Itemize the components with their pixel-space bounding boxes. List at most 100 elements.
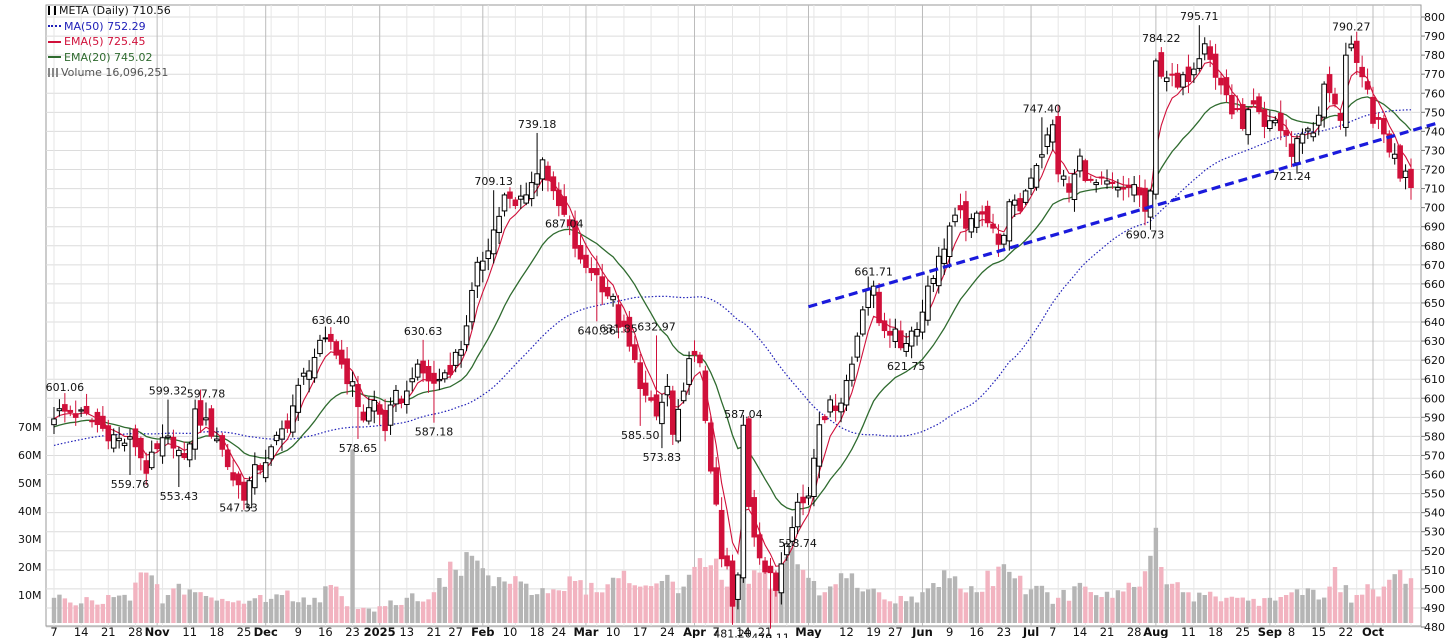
volume-bar: [822, 592, 827, 623]
candle-up: [1011, 199, 1018, 206]
date-tick-label: 10: [503, 625, 518, 638]
candle-down: [208, 408, 215, 437]
volume-bar: [84, 597, 89, 623]
date-tick-label: 27: [448, 625, 463, 638]
volume-bar: [486, 575, 491, 623]
candle-down: [284, 420, 291, 429]
volume-bar: [182, 594, 187, 623]
candle-down: [626, 316, 633, 347]
candle-down: [1136, 187, 1143, 196]
ema20-line: [53, 96, 1412, 511]
candle-down: [729, 560, 736, 607]
volume-bar: [209, 597, 214, 623]
high-annotation: 784.22: [1142, 32, 1181, 45]
low-annotation: 573.83: [643, 451, 682, 464]
candle-up: [1315, 114, 1322, 126]
volume-bar: [1175, 582, 1180, 623]
date-tick-label: 7: [713, 625, 720, 638]
trendline: [808, 122, 1436, 309]
volume-bar: [258, 595, 263, 623]
candle-down: [631, 344, 638, 360]
volume-bar: [757, 572, 762, 623]
candle-down: [556, 189, 562, 207]
price-tick-label: 640: [1424, 316, 1445, 329]
volume-bar: [632, 585, 637, 623]
candle-down: [773, 572, 779, 591]
candle-up: [1104, 180, 1110, 185]
candle-down: [621, 320, 627, 327]
low-annotation: 553.43: [160, 490, 199, 503]
date-tick-label: 25: [1235, 625, 1250, 638]
candle-down: [72, 413, 79, 418]
candle-down: [821, 416, 828, 421]
candle-down: [653, 394, 660, 417]
candle-up: [246, 480, 253, 509]
candle-up: [474, 261, 481, 287]
volume-bar: [448, 561, 453, 623]
volume-bar: [127, 600, 133, 623]
legend-ticker: META (Daily) 710.56: [48, 3, 171, 19]
price-tick-label: 700: [1424, 202, 1445, 215]
volume-bar: [1169, 583, 1175, 623]
volume-bar: [616, 578, 621, 623]
volume-bar: [1186, 592, 1191, 623]
volume-bar: [583, 594, 589, 623]
candle-down: [751, 497, 758, 538]
candle-down: [1174, 72, 1181, 88]
candle-up: [1001, 234, 1007, 245]
ohlc-bar-icon: [48, 6, 56, 16]
price-tick-label: 490: [1424, 602, 1445, 615]
volume-bar: [469, 555, 475, 623]
candle-up: [317, 339, 323, 355]
volume-bar: [268, 598, 274, 623]
candle-up: [322, 337, 329, 340]
candle-up: [268, 446, 274, 460]
volume-bar: [697, 558, 703, 623]
candle-down: [425, 365, 432, 382]
candle-down: [1332, 93, 1338, 105]
date-tick-label: 13: [399, 625, 414, 638]
volume-bar: [1305, 588, 1311, 623]
candle-up: [165, 435, 171, 439]
volume-bar: [1332, 567, 1338, 623]
volume-bar: [790, 547, 795, 623]
volume-bar: [1202, 595, 1207, 623]
candle-down: [1337, 112, 1344, 121]
volume-bar: [925, 588, 931, 623]
candle-up: [1028, 177, 1034, 189]
candle-up: [192, 408, 198, 450]
candle-down: [594, 268, 600, 276]
volume-bar: [562, 591, 567, 623]
candle-down: [604, 286, 611, 297]
candle-down: [957, 205, 964, 211]
date-tick-label: Jun: [911, 625, 933, 638]
candle-up: [925, 285, 931, 321]
candle-down: [257, 465, 264, 471]
volume-bar: [312, 597, 317, 623]
candle-up: [610, 295, 616, 301]
price-tick-label: 800: [1424, 11, 1445, 24]
candle-down: [756, 534, 763, 559]
price-axis: 480 490 500 510 520 530 540 550 560 570 580 590 600 6…: [1421, 11, 1445, 634]
price-tick-label: 530: [1424, 526, 1445, 539]
volume-bar: [431, 592, 437, 623]
legend-ema5: EMA(5) 725.45: [48, 34, 171, 50]
candle-down: [800, 496, 806, 504]
volume-bar: [453, 569, 458, 623]
volume-bar: [860, 591, 865, 623]
legend-ma50-label: MA(50) 752.29: [64, 19, 146, 33]
volume-bar: [122, 594, 127, 623]
volume-bar: [659, 581, 665, 623]
candle-down: [154, 443, 160, 450]
candle-up: [409, 378, 416, 383]
volume-bar: [220, 598, 225, 623]
candle-down: [881, 320, 888, 332]
price-tick-label: 600: [1424, 392, 1445, 405]
candle-up: [203, 417, 209, 421]
volume-tick-label: 10M: [18, 589, 42, 602]
candle-down: [697, 354, 703, 364]
candle-up: [1115, 187, 1121, 191]
price-tick-label: 540: [1424, 507, 1445, 520]
candle-down: [1386, 133, 1393, 153]
volume-bar: [388, 600, 393, 623]
